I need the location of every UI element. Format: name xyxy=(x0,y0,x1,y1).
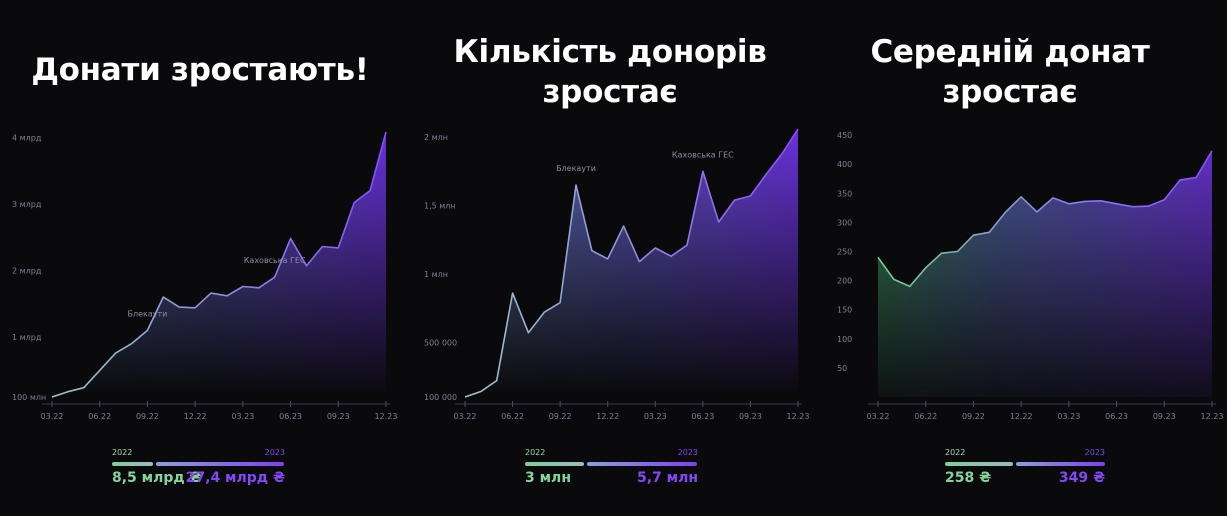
panel-3-legend: 2022 2023 258 ₴ 349 ₴ xyxy=(945,448,1145,498)
legend-year-2023: 2023 xyxy=(677,448,698,457)
chart-panel-2: 03.22 06.22 09.22 12.22 03.23 06.23 09.23 12.23… xyxy=(424,128,809,421)
series-line xyxy=(464,128,799,398)
area-fill xyxy=(878,150,1212,397)
y-tick-label: 400 xyxy=(837,160,852,169)
x-tick-label: 06.23 xyxy=(691,412,714,421)
y-tick-label: 300 xyxy=(837,218,852,227)
x-tick-label: 09.22 xyxy=(136,412,159,421)
y-tick-label: 3 млрд xyxy=(12,200,42,209)
chart-panel-3: 03.22 06.22 09.22 12.22 03.23 06.23 09.23 12.23… xyxy=(837,131,1223,421)
x-tick-label: 12.23 xyxy=(787,412,810,421)
panel-2-legend: 2022 2023 3 млн 5,7 млн xyxy=(525,448,725,498)
series-line xyxy=(877,150,1213,288)
panel-1-title: Донати зростають! xyxy=(31,52,369,88)
x-tick-label: 12.22 xyxy=(184,412,207,421)
legend-year-2023: 2023 xyxy=(1084,448,1105,457)
legend-year-2022: 2022 xyxy=(112,448,133,457)
y-tick-label: 100 xyxy=(837,335,852,344)
legend-value-2023: 349 ₴ xyxy=(1058,470,1105,486)
x-tick-label: 09.23 xyxy=(1153,412,1176,421)
legend-bar-2023 xyxy=(156,462,284,466)
y-tick-label: 450 xyxy=(837,131,852,140)
y-tick-label: 1 млрд xyxy=(12,333,42,342)
y-tick-label: 50 xyxy=(837,364,847,373)
x-tick-label: 12.23 xyxy=(375,412,398,421)
x-tick-label: 12.22 xyxy=(1010,412,1033,421)
x-tick-label: 09.22 xyxy=(549,412,572,421)
panel-1-legend: 2022 2023 8,5 млрд ₴ 27,4 млрд ₴ xyxy=(112,448,312,498)
x-tick-label: 03.22 xyxy=(41,412,64,421)
x-tick-label: 06.22 xyxy=(501,412,524,421)
x-tick-label: 03.22 xyxy=(867,412,890,421)
annotation-label: Каховська ГЕС xyxy=(244,256,306,265)
panel-2-title: Кількість донорів зростає xyxy=(453,34,767,110)
legend-value-2022: 3 млн xyxy=(525,470,571,486)
annotation-label: Блекаути xyxy=(127,309,167,318)
legend-year-2022: 2022 xyxy=(945,448,966,457)
area-fill xyxy=(52,132,386,397)
annotation-label: Каховська ГЕС xyxy=(672,150,734,159)
y-tick-label: 350 xyxy=(837,189,852,198)
y-tick-label: 100 000 xyxy=(424,393,457,402)
legend-value-2022: 258 ₴ xyxy=(945,470,992,486)
y-tick-label: 2 млн xyxy=(424,133,448,142)
x-tick-label: 06.22 xyxy=(914,412,937,421)
x-tick-label: 09.22 xyxy=(962,412,985,421)
panel-3-title: Середній донат зростає xyxy=(870,34,1150,110)
x-tick-label: 06.23 xyxy=(1105,412,1128,421)
legend-bar-2022 xyxy=(112,462,153,466)
series-line xyxy=(51,131,387,398)
legend-bar-2022 xyxy=(525,462,584,466)
x-tick-label: 06.22 xyxy=(88,412,111,421)
y-tick-label: 4 млрд xyxy=(12,133,42,142)
legend-value-2023: 27,4 млрд ₴ xyxy=(185,470,285,486)
legend-value-2022: 8,5 млрд ₴ xyxy=(112,470,202,486)
legend-bar-2023 xyxy=(587,462,697,466)
y-tick-label: 500 000 xyxy=(424,338,457,347)
annotation-label: Блекаути xyxy=(556,164,596,173)
y-tick-label: 150 xyxy=(837,306,852,315)
x-tick-label: 03.22 xyxy=(454,412,477,421)
area-fill xyxy=(465,129,798,397)
legend-year-2023: 2023 xyxy=(264,448,285,457)
y-tick-label: 100 млн xyxy=(12,393,46,402)
y-tick-label: 1,5 млн xyxy=(424,202,456,211)
y-tick-label: 250 xyxy=(837,247,852,256)
y-tick-label: 200 xyxy=(837,277,852,286)
x-tick-label: 03.23 xyxy=(231,412,254,421)
legend-bar-2022 xyxy=(945,462,1013,466)
legend-year-2022: 2022 xyxy=(525,448,546,457)
chart-panel-1: 03.22 06.22 09.22 12.22 03.23 06.23 09.23 12.23… xyxy=(12,131,397,421)
legend-value-2023: 5,7 млн xyxy=(636,470,698,486)
y-tick-label: 2 млрд xyxy=(12,266,42,275)
x-tick-label: 12.22 xyxy=(596,412,619,421)
x-tick-label: 03.23 xyxy=(644,412,667,421)
y-tick-label: 1 млн xyxy=(424,270,448,279)
x-tick-label: 06.23 xyxy=(279,412,302,421)
x-tick-label: 03.23 xyxy=(1057,412,1080,421)
x-tick-label: 09.23 xyxy=(739,412,762,421)
x-tick-label: 09.23 xyxy=(327,412,350,421)
x-tick-label: 12.23 xyxy=(1201,412,1224,421)
legend-bar-2023 xyxy=(1016,462,1105,466)
